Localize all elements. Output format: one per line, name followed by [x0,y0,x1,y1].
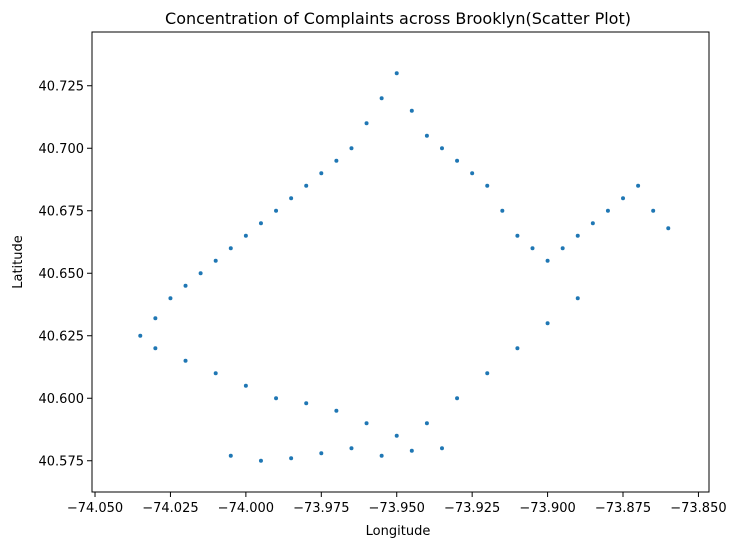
scatter-point [424,133,429,138]
scatter-point [666,226,671,231]
scatter-point [168,296,173,301]
scatter-point [500,208,505,213]
scatter-point [304,183,309,188]
scatter-point [183,283,188,288]
scatter-point [153,316,158,321]
y-axis: 40.575 40.600 40.625 40.650 40.675 40.700 40.7… [39,79,92,469]
scatter-point [636,183,641,188]
scatter-point [213,371,218,376]
x-tick-label: −73.950 [369,501,425,516]
scatter-point [455,158,460,163]
scatter-point [621,196,626,201]
scatter-point [258,458,263,463]
scatter-point [213,258,218,263]
scatter-point [183,358,188,363]
scatter-point [349,146,354,151]
scatter-point [545,258,550,263]
scatter-point [228,246,233,251]
scatter-point [485,183,490,188]
scatter-point [258,221,263,226]
y-tick-label: 40.650 [39,267,85,282]
scatter-point [379,453,384,458]
scatter-point [319,171,324,176]
x-axis: −74.050 −74.025 −74.000 −73.975 −73.950 −73.9… [67,492,727,516]
scatter-point [334,408,339,413]
scatter-point [334,158,339,163]
scatter-point [439,446,444,451]
scatter-point [379,96,384,101]
scatter-point [605,208,610,213]
scatter-point [545,321,550,326]
scatter-point [409,108,414,113]
x-tick-label: −73.875 [595,501,651,516]
scatter-point [560,246,565,251]
scatter-point [289,456,294,461]
scatter-point [228,453,233,458]
scatter-point [349,446,354,451]
scatter-point [651,208,656,213]
scatter-point [319,451,324,456]
scatter-point [304,401,309,406]
scatter-point [590,221,595,226]
y-tick-label: 40.625 [39,329,85,344]
scatter-point [153,346,158,351]
y-tick-label: 40.600 [39,392,85,407]
scatter-point [424,421,429,426]
scatter-point [575,233,580,238]
x-tick-label: −74.025 [142,501,198,516]
y-tick-label: 40.575 [39,454,85,469]
x-tick-label: −73.925 [444,501,500,516]
plot-frame [91,31,710,493]
y-axis-label: Latitude [11,235,26,289]
x-tick-label: −73.850 [670,501,726,516]
scatter-point [439,146,444,151]
scatter-point [243,233,248,238]
scatter-point [364,421,369,426]
chart-title: Concentration of Complaints across Brook… [165,9,631,28]
scatter-point [364,121,369,126]
x-tick-label: −73.975 [293,501,349,516]
scatter-point [530,246,535,251]
scatter-point [274,208,279,213]
x-axis-label: Longitude [366,524,431,539]
y-tick-label: 40.725 [39,79,85,94]
scatter-point [515,346,520,351]
scatter-point [575,296,580,301]
scatter-point [243,383,248,388]
scatter-point [409,448,414,453]
x-tick-label: −74.050 [67,501,123,516]
scatter-point [198,271,203,276]
x-tick-label: −74.000 [218,501,274,516]
scatter-point [394,433,399,438]
scatter-point [138,333,143,338]
y-tick-label: 40.675 [39,204,85,219]
scatter-point [485,371,490,376]
scatter-point [470,171,475,176]
x-tick-label: −73.900 [519,501,575,516]
scatter-point [289,196,294,201]
scatter-point [394,71,399,76]
y-tick-label: 40.700 [39,142,85,157]
scatter-point [455,396,460,401]
scatter-point [515,233,520,238]
scatter-point [274,396,279,401]
plot-area [138,71,671,463]
